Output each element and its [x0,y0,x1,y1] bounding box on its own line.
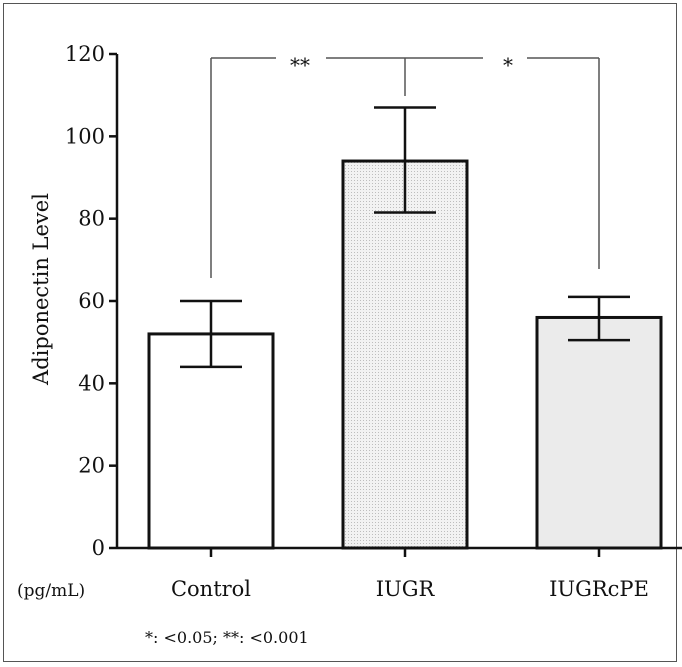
y-tick-label: 0 [92,536,105,560]
x-category-label: Control [171,577,251,601]
x-category-label: IUGRcPE [549,577,649,601]
significance-footnote: *: <0.05; **: <0.001 [145,628,309,647]
y-tick-label: 100 [65,124,105,148]
y-tick-label: 40 [78,371,105,395]
y-tick-label: 120 [65,42,105,66]
y-tick-label: 60 [78,289,105,313]
x-category-label: IUGR [376,577,436,601]
bar-iugr [341,159,469,550]
sig-label-double-star: ** [290,53,310,77]
y-tick-label: 80 [78,207,105,231]
y-axis-label: Adiponectin Level [29,193,53,386]
y-tick-label: 20 [78,454,105,478]
sig-label-single-star: * [503,53,513,77]
x-unit-label: (pg/mL) [17,581,85,601]
bar-iugrcpe [535,315,663,550]
